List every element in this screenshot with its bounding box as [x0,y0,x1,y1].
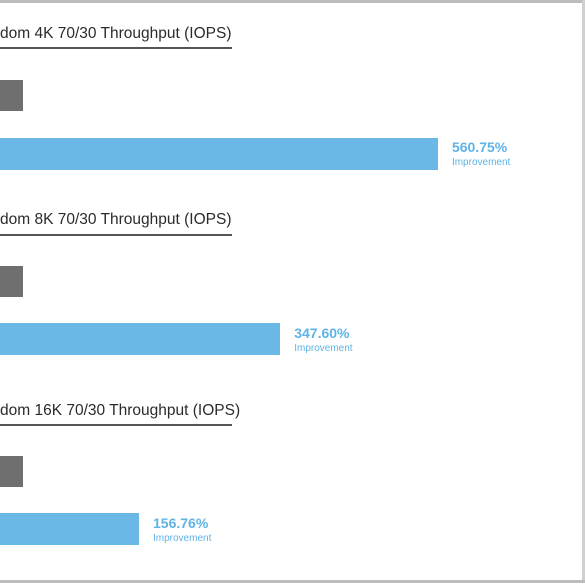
improvement-value: 560.75% [451,139,508,155]
bar-after [0,513,139,545]
frame-border-right [582,0,585,583]
improvement-label: Improvement [451,157,511,168]
bar-before [0,266,23,297]
bar-after [0,323,281,355]
group-title-underline [0,234,232,236]
bar-before [0,80,23,111]
group-title: dom 8K 70/30 Throughput (IOPS) [0,211,232,228]
group-title: dom 16K 70/30 Throughput (IOPS) [0,402,241,419]
bar-before [0,456,23,487]
bar-after [0,138,438,170]
improvement-value: 156.76% [153,515,209,531]
frame-border-top [0,0,585,3]
improvement-label: Improvement [294,343,353,354]
improvement-label: Improvement [153,533,212,544]
improvement-value: 347.60% [294,325,350,341]
group-title-underline [0,47,232,49]
frame-border-bottom [0,580,585,583]
group-title-underline [0,424,232,426]
group-title: dom 4K 70/30 Throughput (IOPS) [0,25,232,42]
